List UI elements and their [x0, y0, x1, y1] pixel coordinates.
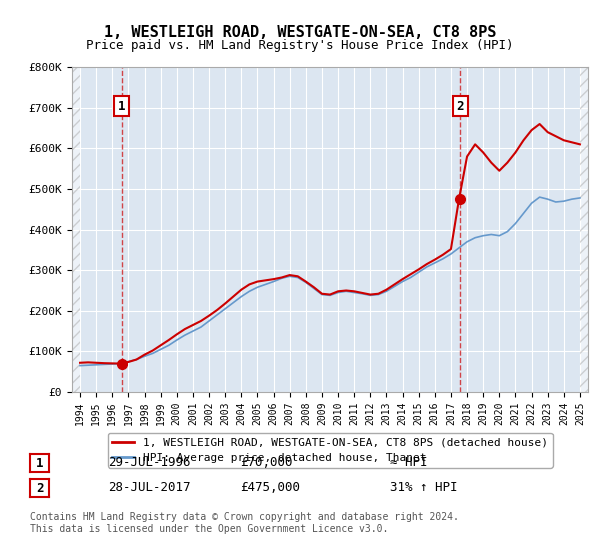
Text: 1: 1 [36, 456, 43, 470]
Text: Contains HM Land Registry data © Crown copyright and database right 2024.
This d: Contains HM Land Registry data © Crown c… [30, 512, 459, 534]
Text: 1, WESTLEIGH ROAD, WESTGATE-ON-SEA, CT8 8PS: 1, WESTLEIGH ROAD, WESTGATE-ON-SEA, CT8 … [104, 25, 496, 40]
Text: 2: 2 [36, 482, 43, 495]
Text: £475,000: £475,000 [240, 480, 300, 494]
Text: 29-JUL-1996: 29-JUL-1996 [108, 455, 191, 469]
Text: Price paid vs. HM Land Registry's House Price Index (HPI): Price paid vs. HM Land Registry's House … [86, 39, 514, 52]
Legend: 1, WESTLEIGH ROAD, WESTGATE-ON-SEA, CT8 8PS (detached house), HPI: Average price: 1, WESTLEIGH ROAD, WESTGATE-ON-SEA, CT8 … [107, 433, 553, 468]
Text: 2: 2 [457, 100, 464, 113]
Text: 31% ↑ HPI: 31% ↑ HPI [390, 480, 458, 494]
Text: 1: 1 [118, 100, 125, 113]
Text: £70,000: £70,000 [240, 455, 293, 469]
Text: ≈ HPI: ≈ HPI [390, 455, 427, 469]
Text: 28-JUL-2017: 28-JUL-2017 [108, 480, 191, 494]
